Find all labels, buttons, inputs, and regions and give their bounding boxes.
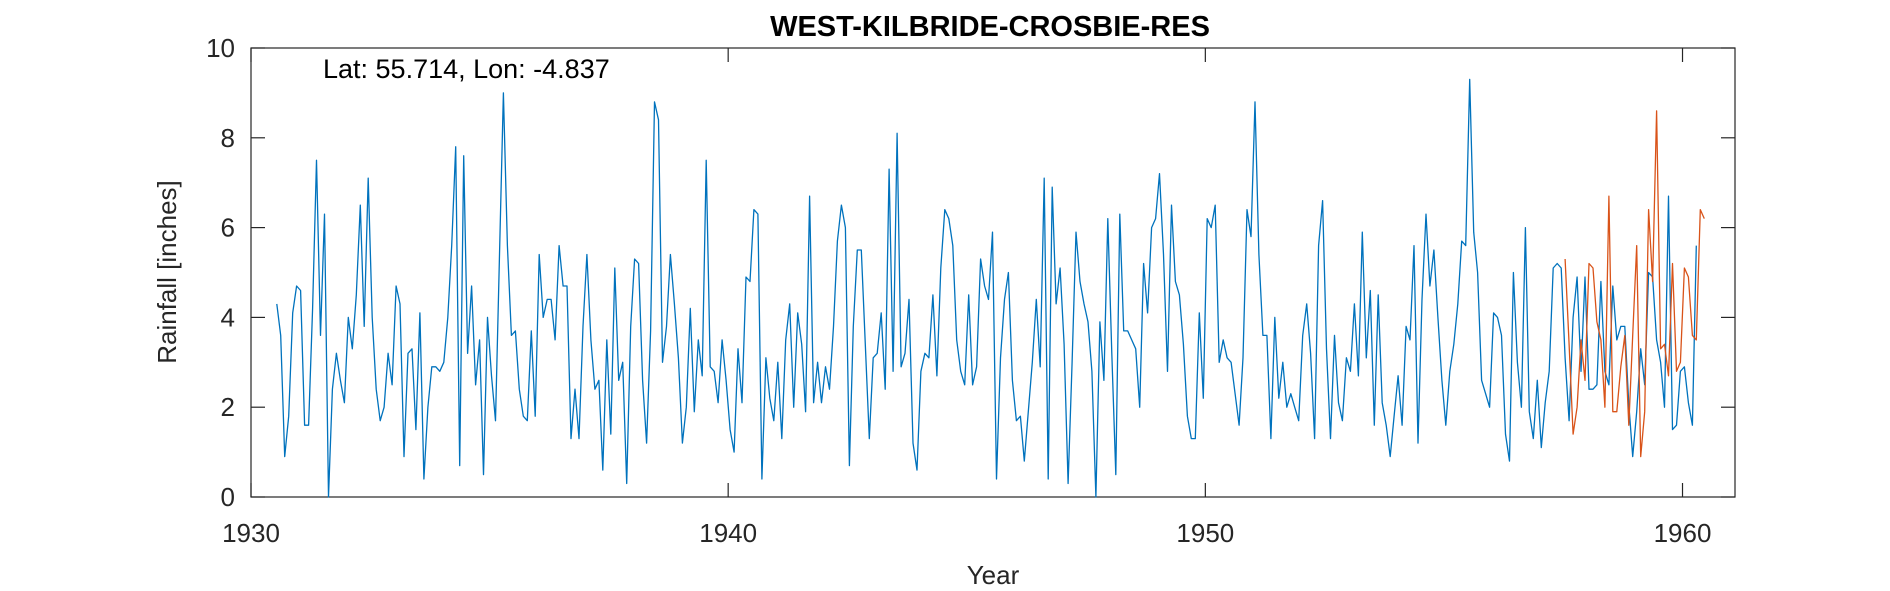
series-layer: [276, 78, 1705, 498]
location-annotation: Lat: 55.714, Lon: -4.837: [323, 54, 610, 84]
series-line-2: [1564, 110, 1705, 458]
x-axis-label: Year: [967, 560, 1020, 590]
y-tick-label: 0: [221, 482, 235, 512]
y-tick-label: 2: [221, 392, 235, 422]
y-tick-label: 6: [221, 213, 235, 243]
chart-title: WEST-KILBRIDE-CROSBIE-RES: [770, 11, 1210, 43]
x-tick-label: 1950: [1176, 518, 1234, 548]
y-tick-label: 8: [221, 123, 235, 153]
series-line-1: [276, 78, 1697, 498]
x-tick-label: 1930: [222, 518, 280, 548]
y-tick-label: 10: [206, 33, 235, 63]
ticks-layer: 1930 1940 1950 1960 0 2 4 6 8 10: [206, 33, 1735, 548]
x-tick-label: 1960: [1654, 518, 1712, 548]
x-tick-label: 1940: [699, 518, 757, 548]
y-tick-label: 4: [221, 302, 235, 332]
y-axis-label: Rainfall [inches]: [152, 180, 182, 364]
